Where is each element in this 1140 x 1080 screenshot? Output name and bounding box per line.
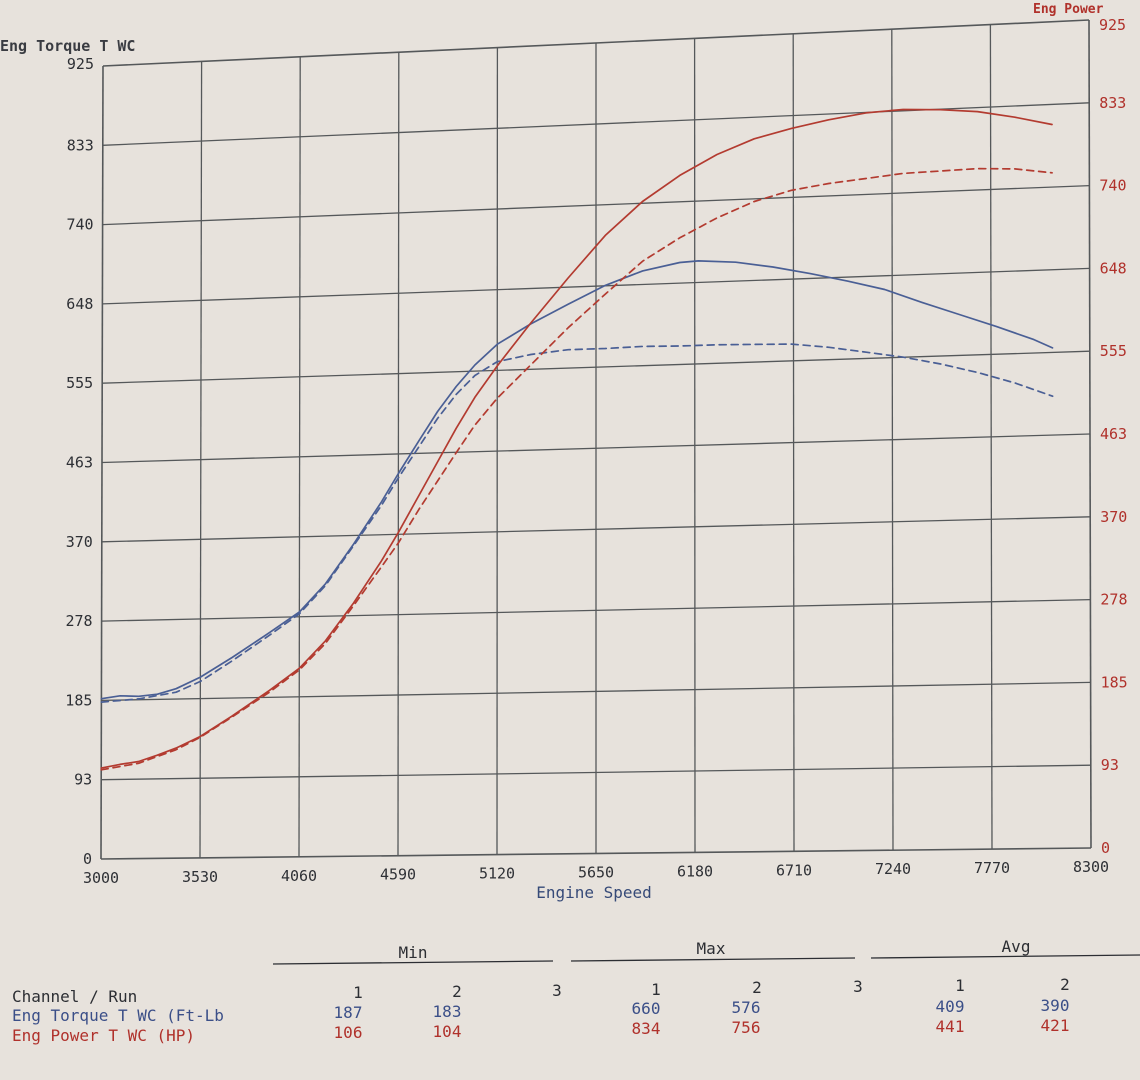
chart-series (100, 108, 1054, 771)
grid-line-horizontal (101, 764, 1091, 781)
grid-line-horizontal (101, 433, 1091, 464)
table-power-max-2: 756 (732, 1018, 761, 1037)
x-tick-label: 6710 (776, 861, 812, 879)
table-power-label: Eng Power T WC (HP) (12, 1026, 195, 1045)
grid-line-horizontal (102, 267, 1090, 305)
table-torque-avg-1: 409 (936, 997, 965, 1016)
series-line-2 (100, 343, 1054, 703)
y-tick-label-right: 0 (1101, 839, 1110, 857)
y-tick-label-left: 463 (66, 454, 93, 472)
y-tick-label-left: 93 (74, 771, 92, 789)
table-power-min-2: 104 (433, 1022, 462, 1041)
x-tick-label: 5120 (479, 865, 515, 883)
table-torque-avg-2: 390 (1041, 996, 1070, 1015)
y-tick-label-left: 278 (66, 612, 93, 630)
grid-line-horizontal (101, 516, 1091, 543)
tick-labels: 3000 3530 4060 4590 5120 5650 6180 6710 7240 7770… (65, 16, 1127, 887)
table-run-max-2: 2 (752, 978, 762, 997)
y-tick-label-left: 740 (67, 216, 94, 234)
x-tick-label: 7770 (974, 859, 1010, 877)
table-run-avg-2: 2 (1060, 975, 1070, 994)
x-tick-label: 4590 (380, 866, 416, 884)
grid-line-horizontal (102, 19, 1090, 67)
table-power-avg-2: 421 (1041, 1016, 1070, 1035)
x-tick-label: 8300 (1073, 858, 1109, 876)
x-tick-label: 6180 (677, 862, 713, 880)
y-tick-label-right: 185 (1101, 673, 1128, 691)
series-line-3 (100, 108, 1053, 769)
y-tick-label-left: 555 (66, 374, 93, 392)
y-tick-label-left: 925 (67, 55, 94, 73)
table-group-min-rule (272, 960, 554, 965)
table-group-max: Max (697, 939, 726, 958)
y-tick-label-right: 555 (1100, 342, 1127, 360)
table-run-max-3: 3 (853, 977, 863, 996)
y-tick-label-right: 833 (1099, 94, 1126, 112)
table-torque-max-1: 660 (632, 999, 661, 1018)
y-tick-label-right: 93 (1101, 756, 1119, 774)
table-run-max-1: 1 (651, 980, 661, 999)
table-run-avg-1: 1 (955, 976, 965, 995)
chart-grid (100, 19, 1092, 860)
table-power-min-1: 106 (334, 1023, 363, 1042)
table-group-avg: Avg (1002, 937, 1031, 956)
y-tick-label-left: 185 (65, 691, 92, 709)
y-axis-label-left: Eng Torque T WC (0, 37, 135, 55)
grid-line-horizontal (101, 598, 1091, 622)
y-tick-label-right: 648 (1100, 259, 1127, 277)
table-run-min-3: 3 (552, 981, 562, 1000)
x-tick-label: 3530 (182, 868, 218, 886)
table-run-min-1: 1 (353, 983, 363, 1002)
x-axis-label: Engine Speed (536, 883, 652, 902)
table-torque-min-2: 183 (433, 1002, 462, 1021)
table-group-min: Min (399, 943, 428, 962)
table-torque-label: Eng Torque T WC (Ft-Lb (12, 1006, 224, 1025)
y-axis-label-right: Eng Power (1033, 2, 1104, 17)
y-tick-label-right: 370 (1100, 508, 1127, 526)
series-line-4 (100, 167, 1053, 771)
y-tick-label-left: 0 (83, 850, 92, 868)
x-tick-label: 3000 (83, 869, 119, 887)
table-power-avg-1: 441 (936, 1017, 965, 1036)
table-group-avg-rule (870, 954, 1140, 959)
y-tick-label-right: 925 (1099, 16, 1126, 34)
grid-line-horizontal (102, 184, 1090, 226)
table-run-min-2: 2 (452, 982, 462, 1001)
x-tick-label: 7240 (875, 860, 911, 878)
y-tick-label-left: 648 (66, 295, 93, 313)
table-torque-max-2: 576 (732, 998, 761, 1017)
table-power-max-1: 834 (632, 1019, 661, 1038)
x-tick-label: 5650 (578, 864, 614, 882)
y-tick-label-right: 463 (1100, 425, 1127, 443)
y-tick-label-right: 740 (1099, 177, 1126, 195)
table-group-max-rule (570, 957, 856, 962)
table-torque-min-1: 187 (334, 1003, 363, 1022)
grid-line-horizontal (101, 681, 1091, 702)
series-line-1 (100, 260, 1054, 700)
summary-table: Min Max Avg Channel / Run 1 2 3 1 2 3 1 … (12, 937, 1140, 1045)
x-tick-label: 4060 (281, 867, 317, 885)
table-row-header: Channel / Run (12, 987, 137, 1006)
grid-line-horizontal (102, 350, 1090, 384)
y-tick-label-left: 833 (67, 136, 94, 154)
grid-line-horizontal (100, 847, 1092, 860)
y-tick-label-left: 370 (66, 533, 93, 551)
y-tick-label-right: 278 (1100, 591, 1127, 609)
